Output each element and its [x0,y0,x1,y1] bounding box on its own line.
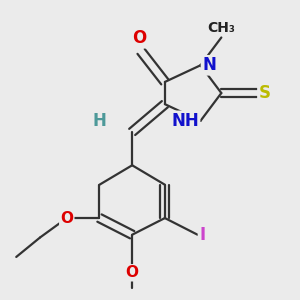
Text: N: N [202,56,216,74]
Text: CH₃: CH₃ [207,21,235,35]
Text: I: I [199,226,205,244]
Text: NH: NH [171,112,199,130]
Text: O: O [126,265,139,280]
Text: O: O [60,211,73,226]
Text: O: O [133,29,147,47]
Text: H: H [92,112,106,130]
Text: S: S [259,84,271,102]
